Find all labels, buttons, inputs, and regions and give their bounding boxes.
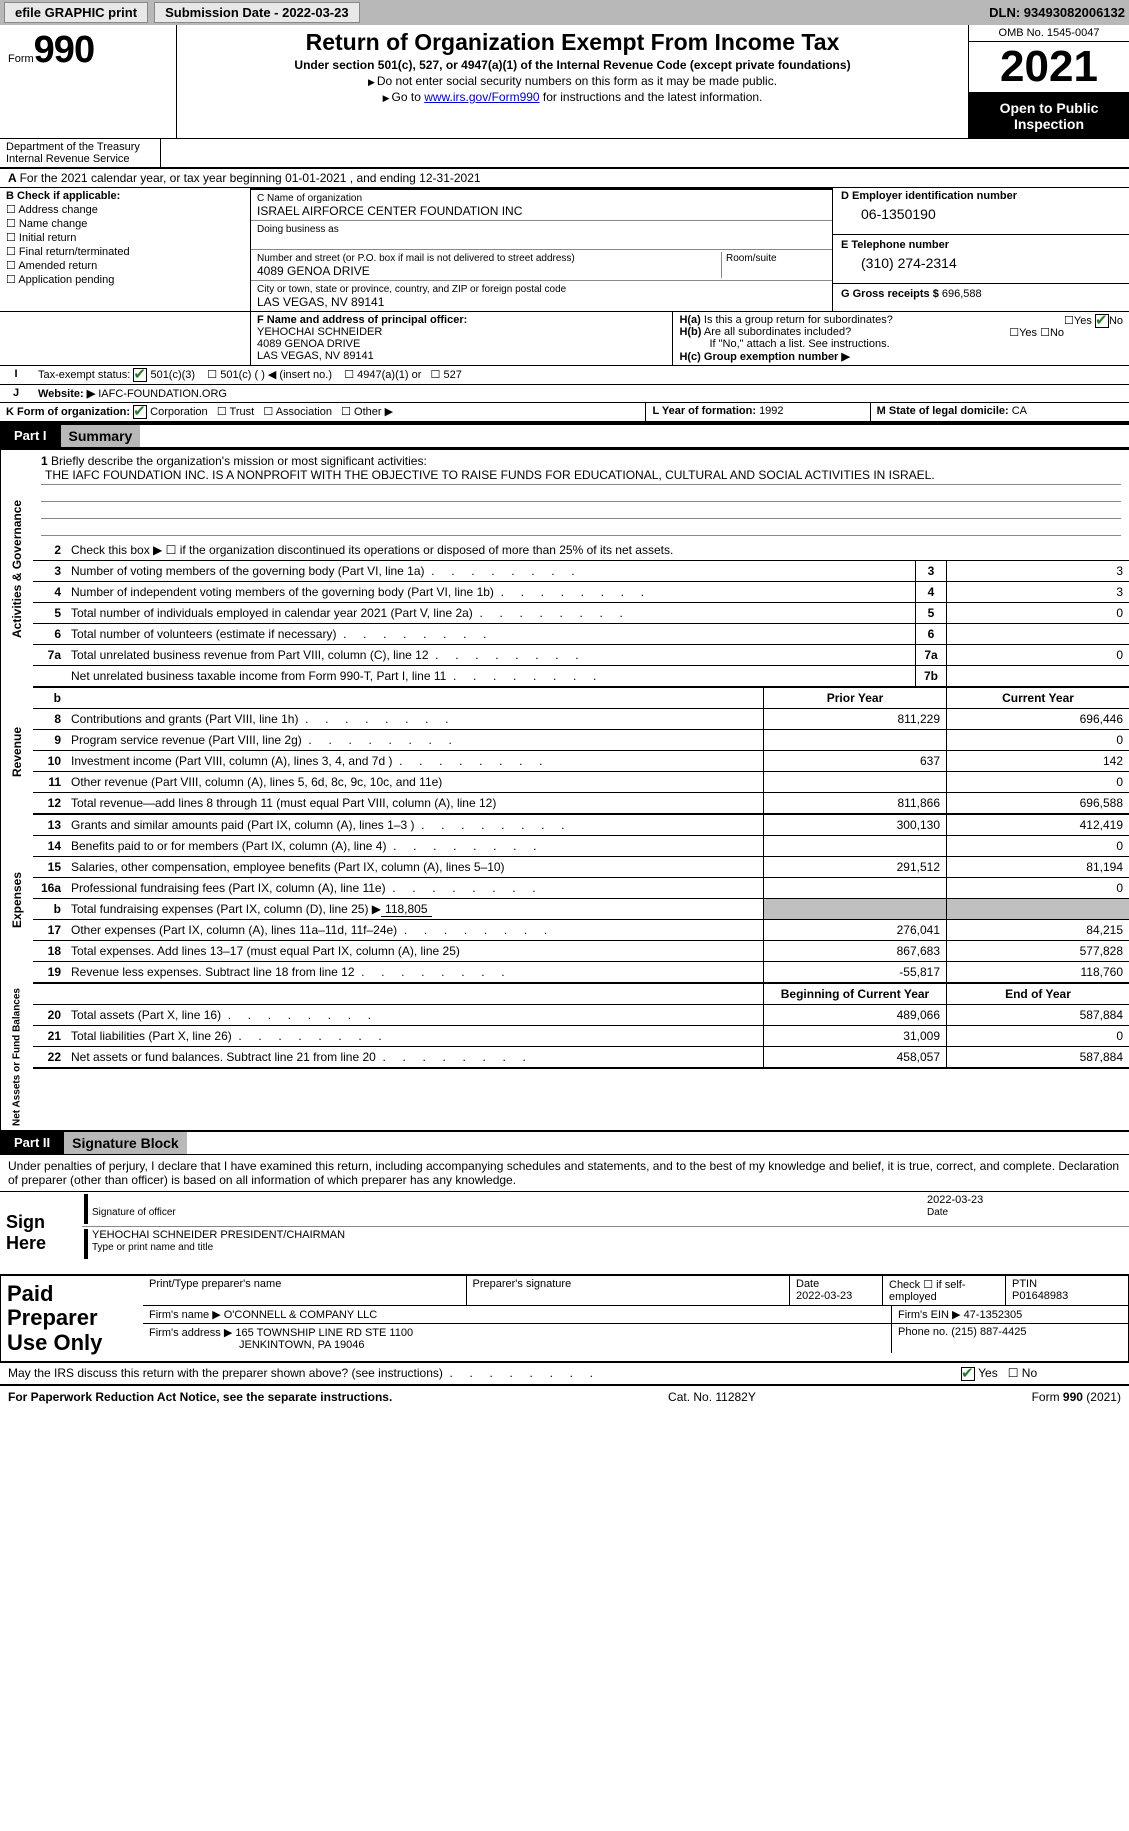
irs-link[interactable]: www.irs.gov/Form990 xyxy=(424,90,539,104)
paid-preparer-block: Paid Preparer Use Only Print/Type prepar… xyxy=(0,1275,1129,1362)
footer-right: Form 990 (2021) xyxy=(1032,1390,1121,1404)
col-b-checkboxes: B Check if applicable: ☐ Address change … xyxy=(0,188,250,311)
open-inspection: Open to Public Inspection xyxy=(969,94,1129,138)
row-a-taxyear: A For the 2021 calendar year, or tax yea… xyxy=(0,169,1129,188)
part2-title: Signature Block xyxy=(64,1132,187,1154)
topbar: efile GRAPHIC print Submission Date - 20… xyxy=(0,0,1129,25)
form-word: Form xyxy=(8,53,34,65)
form-note1: Do not enter social security numbers on … xyxy=(187,74,958,88)
col-c-entity: C Name of organizationISRAEL AIRFORCE CE… xyxy=(250,188,833,311)
dln: DLN: 93493082006132 xyxy=(989,5,1125,20)
side-netassets: Net Assets or Fund Balances xyxy=(0,984,33,1130)
part2-header: Part II xyxy=(0,1132,64,1154)
part1-header: Part I xyxy=(0,425,61,447)
side-expenses: Expenses xyxy=(0,815,33,984)
col-d-ein: D Employer identification number 06-1350… xyxy=(833,188,1129,311)
dept-treasury: Department of the TreasuryInternal Reven… xyxy=(0,139,161,167)
form-header: Form990 Return of Organization Exempt Fr… xyxy=(0,25,1129,139)
mission-text: THE IAFC FOUNDATION INC. IS A NONPROFIT … xyxy=(41,468,1121,485)
omb-number: OMB No. 1545-0047 xyxy=(969,25,1129,42)
form-subtitle: Under section 501(c), 527, or 4947(a)(1)… xyxy=(187,58,958,72)
form-number: 990 xyxy=(34,29,94,71)
footer-mid: Cat. No. 11282Y xyxy=(668,1390,756,1404)
side-revenue: Revenue xyxy=(0,688,33,815)
efile-button[interactable]: efile GRAPHIC print xyxy=(4,2,148,23)
submission-date: Submission Date - 2022-03-23 xyxy=(154,2,360,23)
form-title: Return of Organization Exempt From Incom… xyxy=(187,29,958,56)
tax-year: 2021 xyxy=(969,42,1129,94)
part1-title: Summary xyxy=(61,425,141,447)
perjury-declaration: Under penalties of perjury, I declare th… xyxy=(0,1155,1129,1191)
side-activities: Activities & Governance xyxy=(0,450,33,688)
form-note2: Go to www.irs.gov/Form990 for instructio… xyxy=(187,90,958,104)
sign-here-label: Sign Here xyxy=(0,1192,82,1274)
footer-left: For Paperwork Reduction Act Notice, see … xyxy=(8,1390,392,1404)
